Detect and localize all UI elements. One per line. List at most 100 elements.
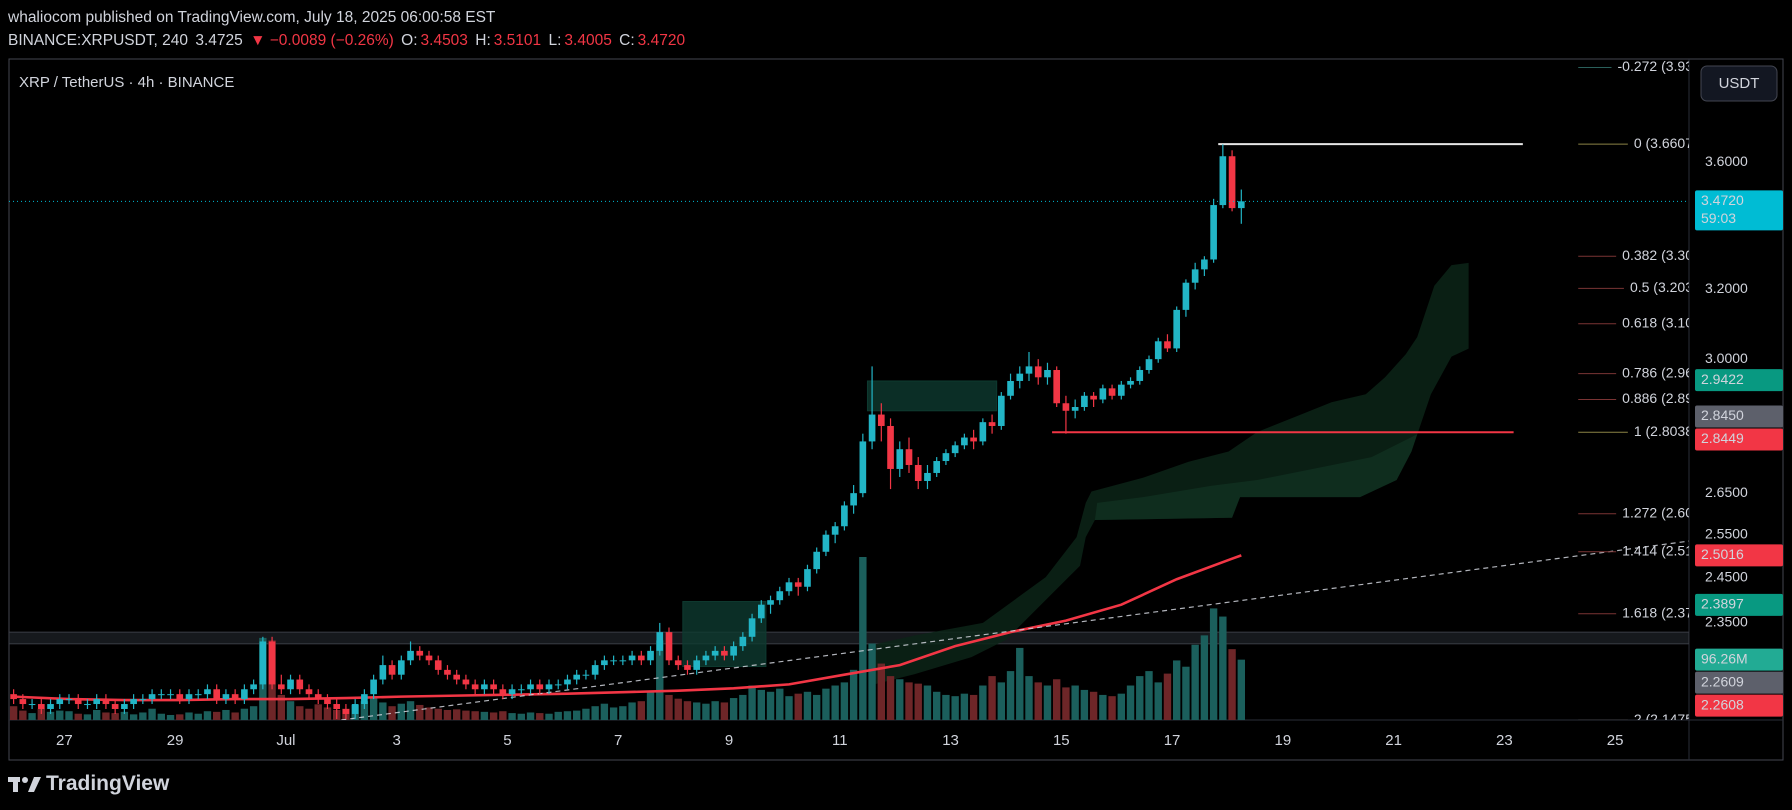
- candle-body: [1007, 380, 1014, 396]
- change: ▼ −0.0089 (−0.26%): [250, 32, 394, 49]
- volume-bar: [1108, 696, 1116, 720]
- fib-label: 0.886 (2.89: [1622, 390, 1693, 406]
- candle-body: [296, 679, 304, 690]
- candle-body: [831, 526, 839, 535]
- volume-bar: [166, 714, 175, 720]
- candle-body: [231, 694, 239, 700]
- fib-label: 0 (3.6607: [1634, 135, 1693, 151]
- candle-body: [887, 425, 894, 469]
- candle-body: [47, 704, 54, 709]
- candle-body: [1071, 407, 1079, 411]
- candle-body: [822, 534, 830, 552]
- volume-bar: [111, 713, 119, 720]
- volume-bar: [129, 714, 138, 720]
- volume-bar: [425, 707, 433, 720]
- candle-body: [74, 699, 82, 705]
- candle-body: [121, 704, 128, 709]
- candle-body: [979, 422, 987, 442]
- y-tick-label: 2.4500: [1705, 569, 1748, 585]
- volume-bar: [776, 688, 784, 720]
- volume-bar: [536, 713, 544, 720]
- ohlc-value: 3.5101: [493, 32, 542, 49]
- candle-body: [37, 704, 45, 709]
- volume-bar: [323, 707, 332, 720]
- candle-body: [111, 704, 119, 709]
- legend: XRP / TetherUS · 4h · BINANCE: [19, 74, 234, 91]
- volume-bar: [859, 557, 867, 720]
- volume-bar: [314, 704, 322, 720]
- candle-body: [213, 689, 221, 700]
- price-badge-label: 2.8450: [1701, 407, 1744, 423]
- candle-body: [28, 704, 36, 706]
- volume-bar: [720, 702, 729, 720]
- volume-bar: [369, 698, 378, 720]
- y-tick-label: 2.5500: [1705, 525, 1748, 541]
- candle-body: [702, 655, 710, 661]
- volume-bar: [822, 688, 830, 720]
- candle-body: [324, 699, 331, 705]
- x-tick-label: 29: [167, 732, 184, 749]
- volume-bar: [923, 685, 932, 720]
- volume-bar: [139, 712, 147, 720]
- candle-body: [130, 699, 137, 705]
- volume-bar: [1228, 649, 1236, 720]
- candle-body: [1154, 341, 1162, 360]
- candle-body: [637, 655, 645, 661]
- candle-body: [1201, 259, 1208, 270]
- volume-bar: [960, 693, 969, 720]
- volume-bar: [526, 712, 535, 720]
- volume-bar: [93, 709, 101, 720]
- candle-body: [785, 582, 793, 592]
- candle-body: [1053, 370, 1061, 404]
- x-tick-label: 21: [1385, 732, 1402, 749]
- volume-bar: [37, 708, 45, 720]
- volume-bar: [517, 713, 525, 720]
- volume-bar: [1071, 685, 1079, 720]
- volume-bar: [1053, 679, 1061, 720]
- x-tick-label: 23: [1496, 732, 1513, 749]
- chart: -0.272 (3.93 0 (3.6607 0.382 (3.30 0.5 (3.2…: [8, 58, 1784, 761]
- candle-body: [84, 704, 91, 706]
- fib-label: 1.272 (2.60: [1622, 504, 1693, 520]
- volume-bar: [277, 694, 285, 720]
- candle-body: [351, 704, 359, 714]
- candle-body: [148, 694, 156, 700]
- volume-bar: [813, 694, 821, 720]
- volume-bar: [1025, 676, 1033, 720]
- currency-button-label[interactable]: USDT: [1719, 75, 1760, 92]
- candle-body: [1099, 388, 1107, 400]
- ohlc-key: C:: [619, 32, 635, 49]
- volume-bar: [46, 711, 55, 720]
- x-tick-label: 27: [56, 732, 73, 749]
- candle-body: [711, 650, 719, 656]
- volume-bar: [213, 711, 221, 720]
- candle-body: [490, 684, 497, 690]
- volume-bar: [545, 713, 553, 720]
- candle-body: [970, 437, 977, 442]
- candle-body: [444, 669, 451, 675]
- volume-bar: [397, 703, 405, 720]
- candle-body: [250, 684, 257, 690]
- volume-bar: [1237, 659, 1245, 720]
- candle-body: [1025, 366, 1033, 374]
- candle-body: [573, 674, 581, 680]
- currency-button[interactable]: USDT: [1700, 65, 1778, 102]
- price-badge-label: 2.3897: [1701, 596, 1744, 612]
- volume-bar: [471, 711, 479, 720]
- symbol: BINANCE:XRPUSDT, 240: [8, 32, 189, 49]
- x-tick-label: 19: [1275, 732, 1292, 749]
- candle-body: [914, 464, 922, 481]
- volume-bar: [914, 683, 922, 720]
- candle-body: [93, 699, 101, 705]
- candle-body: [813, 551, 821, 570]
- x-tick-label: 15: [1053, 732, 1070, 749]
- volume-bar: [443, 709, 452, 720]
- candle-body: [268, 641, 276, 685]
- x-tick-label: Jul: [276, 732, 295, 749]
- volume-bar: [674, 698, 682, 720]
- candle-body: [379, 665, 387, 680]
- price-badge: [1695, 544, 1783, 567]
- volume-bar: [388, 706, 396, 720]
- currency-button-bg[interactable]: [1700, 65, 1778, 102]
- symbol-line: BINANCE:XRPUSDT, 240 3.4725 ▼ −0.0089 (−…: [8, 29, 688, 52]
